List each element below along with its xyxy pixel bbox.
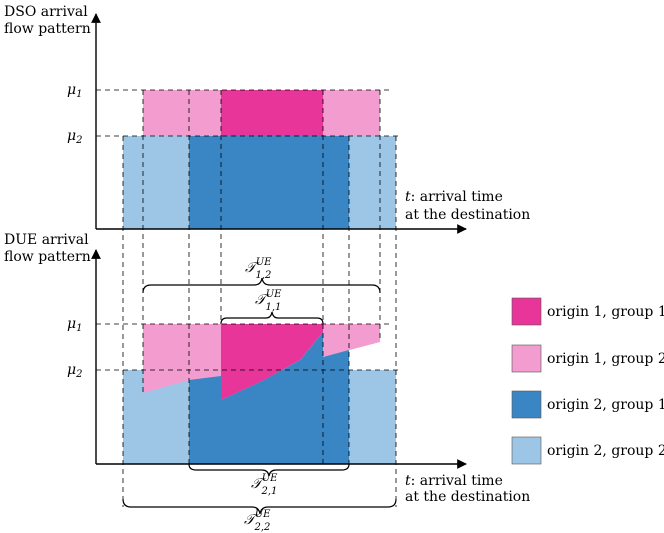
legend-swatch-origin1-group2 <box>511 344 542 373</box>
due-y-title-line1: DUE arrival <box>4 232 89 248</box>
brace-t22 <box>122 498 397 515</box>
due-x-label-line1: t: arrival time <box>405 473 503 489</box>
due-y-title-line2: flow pattern <box>4 249 91 265</box>
dso-x-label-line1: t: arrival time <box>405 189 503 205</box>
dso-x-label-line2: at the destination <box>405 207 530 223</box>
interval-label-t21: 𝒯UE 2,1 <box>251 473 278 497</box>
dso-origin2-group1-region <box>189 136 349 229</box>
dso-origin1-group1-region <box>221 90 323 136</box>
due-origin1-group2-right-region <box>323 324 380 357</box>
legend: origin 1, group 1 origin 1, group 2 orig… <box>511 297 664 465</box>
due-mu2-label: μ2 <box>67 362 82 380</box>
interval-label-t12: 𝒯UE 1,2 <box>245 257 272 281</box>
due-mu1-label: μ1 <box>67 316 82 334</box>
interval-label-t22: 𝒯UE 2,2 <box>244 509 271 533</box>
legend-swatch-origin2-group1 <box>511 390 542 419</box>
due-origin1-group1-region <box>221 324 323 400</box>
dso-y-title-line1: DSO arrival <box>4 4 88 20</box>
time-boundary-guides <box>122 90 397 507</box>
brace-t11 <box>220 311 324 325</box>
legend-swatch-origin2-group2 <box>511 436 542 465</box>
interval-label-t11: 𝒯UE 1,1 <box>255 289 282 313</box>
legend-swatch-origin1-group1 <box>511 297 542 326</box>
brace-t21 <box>188 463 350 477</box>
dso-y-title-line2: flow pattern <box>4 21 91 37</box>
legend-label-origin2-group1: origin 2, group 1 <box>547 397 664 413</box>
legend-label-origin1-group2: origin 1, group 2 <box>547 351 664 367</box>
dso-mu2-label: μ2 <box>67 128 82 146</box>
interval-braces <box>122 277 397 515</box>
due-origin2-group1-region <box>189 332 349 464</box>
legend-label-origin1-group1: origin 1, group 1 <box>547 304 664 320</box>
due-origin1-group2-left-region <box>143 324 221 393</box>
dso-panel: DSO arrival flow pattern μ1 μ2 t: arriva… <box>4 4 530 234</box>
due-panel: DUE arrival flow pattern μ1 μ2 t: arriva… <box>4 232 530 505</box>
brace-t12 <box>142 277 381 294</box>
legend-label-origin2-group2: origin 2, group 2 <box>547 443 664 459</box>
dso-mu1-label: μ1 <box>67 82 82 100</box>
due-x-label-line2: at the destination <box>405 489 530 505</box>
